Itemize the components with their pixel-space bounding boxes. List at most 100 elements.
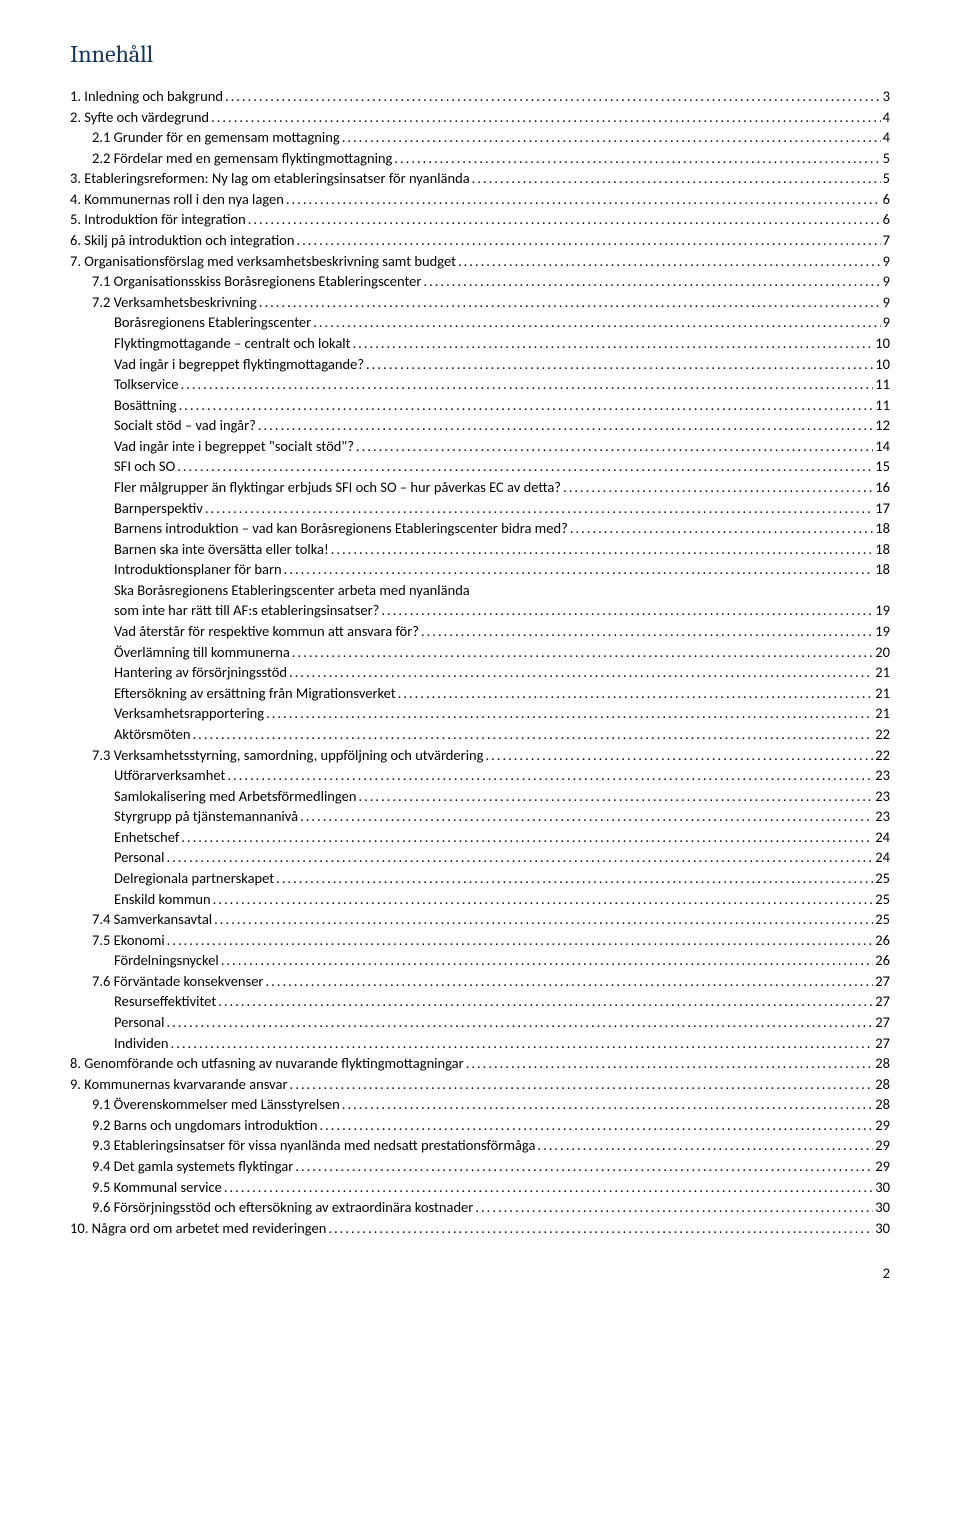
toc-page-number: 22: [875, 724, 890, 745]
toc-leader-dots: [284, 559, 874, 580]
toc-label: Överlämning till kommunerna: [114, 642, 290, 663]
toc-leader-dots: [225, 86, 881, 107]
toc-label: Ska Boråsregionens Etableringscenter arb…: [114, 580, 470, 601]
toc-label: 9. Kommunernas kvarvarande ansvar: [70, 1074, 288, 1095]
toc-leader-dots: [313, 312, 880, 333]
toc-label: Flyktingmottagande – centralt och lokalt: [114, 333, 351, 354]
toc-entry: 7.3 Verksamhetsstyrning, samordning, upp…: [70, 745, 890, 766]
toc-entry: Enskild kommun25: [70, 889, 890, 910]
toc-entry: Vad återstår för respektive kommun att a…: [70, 621, 890, 642]
toc-entry: 7.4 Samverkansavtal25: [70, 909, 890, 930]
toc-leader-dots: [295, 1156, 873, 1177]
toc-entry: 9.5 Kommunal service30: [70, 1177, 890, 1198]
toc-leader-dots: [423, 271, 880, 292]
toc-leader-dots: [181, 827, 873, 848]
toc-entry: Individen27: [70, 1033, 890, 1054]
toc-entry: Barnen ska inte översätta eller tolka!18: [70, 539, 890, 560]
toc-label: 7.3 Verksamhetsstyrning, samordning, upp…: [92, 745, 483, 766]
toc-leader-dots: [276, 868, 873, 889]
toc-page-number: 4: [883, 107, 890, 128]
document-title: Innehåll: [70, 40, 890, 68]
toc-entry: som inte har rätt till AF:s etableringsi…: [70, 600, 890, 621]
toc-page-number: 28: [875, 1094, 890, 1115]
toc-entry: 1. Inledning och bakgrund3: [70, 86, 890, 107]
toc-leader-dots: [353, 333, 874, 354]
toc-page-number: 24: [875, 847, 890, 868]
toc-label: Barnens introduktion – vad kan Boråsregi…: [114, 518, 568, 539]
toc-label: Individen: [114, 1033, 169, 1054]
toc-page-number: 26: [875, 930, 890, 951]
toc-leader-dots: [472, 168, 881, 189]
toc-page-number: 19: [875, 621, 890, 642]
toc-entry: Utförarverksamhet23: [70, 765, 890, 786]
toc-entry: Överlämning till kommunerna 20: [70, 642, 890, 663]
toc-entry: Delregionala partnerskapet25: [70, 868, 890, 889]
toc-label: Personal: [114, 847, 164, 868]
toc-page-number: 7: [883, 230, 890, 251]
toc-entry: 9.6 Försörjningsstöd och eftersökning av…: [70, 1197, 890, 1218]
toc-entry: Resurseffektivitet27: [70, 991, 890, 1012]
toc-page-number: 30: [875, 1177, 890, 1198]
toc-page-number: 25: [875, 909, 890, 930]
toc-entry: Barnperspektiv17: [70, 498, 890, 519]
toc-label: 8. Genomförande och utfasning av nuvaran…: [70, 1053, 464, 1074]
page-number: 2: [70, 1264, 890, 1282]
toc-entry: Vad ingår i begreppet flyktingmottagande…: [70, 354, 890, 375]
toc-label: 2. Syfte och värdegrund: [70, 107, 209, 128]
toc-entry: 6. Skilj på introduktion och integration…: [70, 230, 890, 251]
toc-label: som inte har rätt till AF:s etableringsi…: [114, 600, 379, 621]
toc-entry: 7. Organisationsförslag med verksamhetsb…: [70, 251, 890, 272]
toc-label: Tolkservice: [114, 374, 179, 395]
toc-leader-dots: [563, 477, 873, 498]
toc-page-number: 27: [875, 1012, 890, 1033]
toc-page-number: 14: [875, 436, 890, 457]
toc-page-number: 6: [883, 209, 890, 230]
toc-entry: 7.2 Verksamhetsbeskrivning9: [70, 292, 890, 313]
toc-leader-dots: [331, 539, 874, 560]
toc-entry: 5. Introduktion för integration6: [70, 209, 890, 230]
toc-leader-dots: [214, 909, 873, 930]
toc-label: Vad ingår inte i begreppet "socialt stöd…: [114, 436, 354, 457]
toc-label: 7.1 Organisationsskiss Boråsregionens Et…: [92, 271, 421, 292]
toc-page-number: 20: [875, 642, 890, 663]
toc-leader-dots: [466, 1053, 874, 1074]
toc-label: Personal: [114, 1012, 164, 1033]
toc-leader-dots: [179, 395, 874, 416]
toc-page-number: 9: [883, 251, 890, 272]
toc-entry: Styrgrupp på tjänstemannanivå23: [70, 806, 890, 827]
toc-page-number: 6: [883, 189, 890, 210]
toc-leader-dots: [265, 971, 873, 992]
toc-label: 2.1 Grunder för en gemensam mottagning: [92, 127, 340, 148]
toc-leader-dots: [289, 662, 873, 683]
toc-leader-dots: [296, 230, 880, 251]
toc-entry: Eftersökning av ersättning från Migratio…: [70, 683, 890, 704]
toc-page-number: 27: [875, 991, 890, 1012]
toc-leader-dots: [458, 251, 881, 272]
toc-page-number: 28: [875, 1074, 890, 1095]
toc-leader-dots: [167, 930, 874, 951]
toc-entry: Barnens introduktion – vad kan Boråsregi…: [70, 518, 890, 539]
toc-label: 9.4 Det gamla systemets flyktingar: [92, 1156, 293, 1177]
toc-page-number: 9: [883, 312, 890, 333]
toc-label: 1. Inledning och bakgrund: [70, 86, 223, 107]
toc-entry: Boråsregionens Etableringscenter9: [70, 312, 890, 333]
toc-leader-dots: [211, 107, 881, 128]
toc-label: Verksamhetsrapportering: [114, 703, 264, 724]
toc-label: Styrgrupp på tjänstemannanivå: [114, 806, 298, 827]
toc-page-number: 26: [875, 950, 890, 971]
toc-page-number: 25: [875, 889, 890, 910]
toc-leader-dots: [266, 703, 873, 724]
toc-leader-dots: [213, 889, 874, 910]
toc-page-number: 12: [875, 415, 890, 436]
toc-page-number: 18: [875, 518, 890, 539]
toc-label: 10. Några ord om arbetet med revideringe…: [70, 1218, 326, 1239]
toc-leader-dots: [258, 415, 873, 436]
toc-entry: SFI och SO15: [70, 456, 890, 477]
toc-leader-dots: [218, 991, 873, 1012]
toc-entry: Fördelningsnyckel26: [70, 950, 890, 971]
toc-page-number: 23: [875, 786, 890, 807]
toc-page-number: 11: [875, 395, 890, 416]
toc-entry: Vad ingår inte i begreppet "socialt stöd…: [70, 436, 890, 457]
toc-entry: 9.3 Etableringsinsatser för vissa nyanlä…: [70, 1135, 890, 1156]
toc-label: Vad återstår för respektive kommun att a…: [114, 621, 419, 642]
